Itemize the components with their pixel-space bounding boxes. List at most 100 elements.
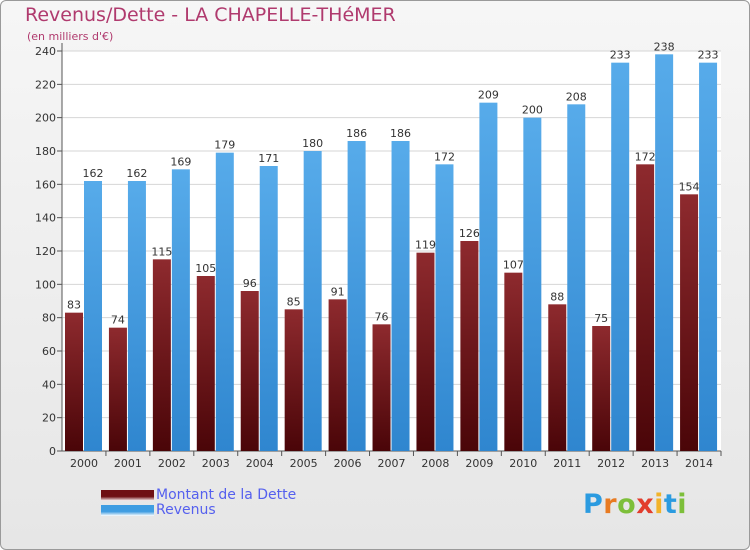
x-tick-label: 2006 xyxy=(334,457,362,470)
bar-dette xyxy=(328,299,347,451)
bar-revenus xyxy=(479,102,498,452)
y-tick-label: 60 xyxy=(42,345,56,358)
bar-revenus xyxy=(435,164,454,452)
bar-dette xyxy=(680,194,699,452)
data-label: 162 xyxy=(83,167,104,180)
bar-dette xyxy=(65,312,83,451)
y-tick-label: 200 xyxy=(35,112,56,125)
data-label: 107 xyxy=(503,259,524,272)
y-tick-label: 140 xyxy=(35,212,56,225)
logo-letter: o xyxy=(617,489,637,520)
bar-dette xyxy=(152,259,171,451)
bar-revenus xyxy=(699,62,718,452)
data-label: 233 xyxy=(610,49,631,62)
bar-revenus xyxy=(391,141,410,451)
bar-revenus xyxy=(303,151,322,451)
chart-subtitle: (en milliers d'€) xyxy=(27,30,114,43)
y-tick-label: 20 xyxy=(42,412,56,425)
x-tick-label: 2008 xyxy=(421,457,449,470)
data-label: 119 xyxy=(415,239,436,252)
bar-revenus xyxy=(171,169,190,452)
data-label: 74 xyxy=(111,314,125,327)
bar-revenus xyxy=(215,152,234,451)
y-tick-label: 100 xyxy=(35,278,56,291)
bar-dette xyxy=(504,272,523,451)
legend-label-dette: Montant de la Dette xyxy=(156,487,297,503)
data-label: 238 xyxy=(654,40,675,53)
data-label: 76 xyxy=(375,310,389,323)
x-tick-label: 2013 xyxy=(641,457,669,470)
legend-label-revenus: Revenus xyxy=(156,502,216,518)
x-tick-label: 2001 xyxy=(114,457,142,470)
bar-dette xyxy=(240,291,259,451)
data-label: 126 xyxy=(459,227,480,240)
data-label: 209 xyxy=(478,89,499,102)
y-tick-label: 120 xyxy=(35,245,56,258)
bar-dette xyxy=(196,276,215,451)
y-tick-label: 0 xyxy=(49,445,56,458)
y-tick-label: 240 xyxy=(35,45,56,58)
data-label: 233 xyxy=(698,49,719,62)
y-tick-label: 40 xyxy=(42,378,56,391)
logo-letter: t xyxy=(663,489,678,520)
data-label: 172 xyxy=(635,150,656,163)
bar-dette xyxy=(284,309,303,451)
bar-revenus xyxy=(347,141,366,451)
data-label: 88 xyxy=(550,290,564,303)
bar-revenus xyxy=(127,181,146,451)
data-label: 75 xyxy=(594,312,608,325)
data-label: 85 xyxy=(287,295,301,308)
logo-letter: P xyxy=(583,489,604,520)
data-label: 115 xyxy=(151,245,172,258)
logo-letter: x xyxy=(636,489,655,520)
bar-dette xyxy=(416,252,435,451)
logo-letter: i xyxy=(677,489,688,520)
bar-revenus xyxy=(611,62,630,452)
data-label: 200 xyxy=(522,104,543,117)
bar-revenus xyxy=(259,166,278,451)
bar-dette xyxy=(108,327,127,451)
bar-dette xyxy=(592,326,611,451)
chart-title: Revenus/Dette - LA CHAPELLE-THéMER xyxy=(25,4,396,26)
x-tick-label: 2014 xyxy=(685,457,713,470)
bar-revenus xyxy=(655,54,674,451)
logo-letter: i xyxy=(654,489,664,520)
bar-revenus xyxy=(84,181,102,451)
data-label: 91 xyxy=(331,285,345,298)
data-label: 172 xyxy=(434,150,455,163)
y-tick-label: 160 xyxy=(35,178,56,191)
x-tick-label: 2007 xyxy=(378,457,406,470)
x-tick-label: 2010 xyxy=(509,457,537,470)
data-label: 186 xyxy=(346,127,367,140)
x-tick-label: 2004 xyxy=(246,457,274,470)
x-tick-label: 2000 xyxy=(70,457,98,470)
bar-dette xyxy=(548,304,567,451)
y-tick-label: 180 xyxy=(35,145,56,158)
data-label: 186 xyxy=(390,127,411,140)
y-tick-label: 80 xyxy=(42,312,56,325)
x-tick-label: 2009 xyxy=(465,457,493,470)
data-label: 83 xyxy=(67,299,81,312)
data-label: 162 xyxy=(126,167,147,180)
data-label: 180 xyxy=(302,137,323,150)
bar-revenus xyxy=(523,117,542,452)
y-tick-label: 220 xyxy=(35,78,56,91)
logo-letter: r xyxy=(603,489,618,520)
data-label: 169 xyxy=(170,155,191,168)
x-tick-label: 2003 xyxy=(202,457,230,470)
data-label: 154 xyxy=(679,180,700,193)
data-label: 208 xyxy=(566,90,587,103)
data-label: 171 xyxy=(258,152,279,165)
x-tick-label: 2002 xyxy=(158,457,186,470)
proxiti-logo: Proxiti xyxy=(583,489,687,520)
data-label: 179 xyxy=(214,139,235,152)
legend-swatch-dette xyxy=(101,490,154,501)
bar-dette xyxy=(636,164,655,452)
data-label: 105 xyxy=(195,262,216,275)
x-tick-label: 2011 xyxy=(553,457,581,470)
data-label: 96 xyxy=(243,277,257,290)
legend-swatch-revenus xyxy=(101,505,154,516)
x-tick-label: 2005 xyxy=(290,457,318,470)
